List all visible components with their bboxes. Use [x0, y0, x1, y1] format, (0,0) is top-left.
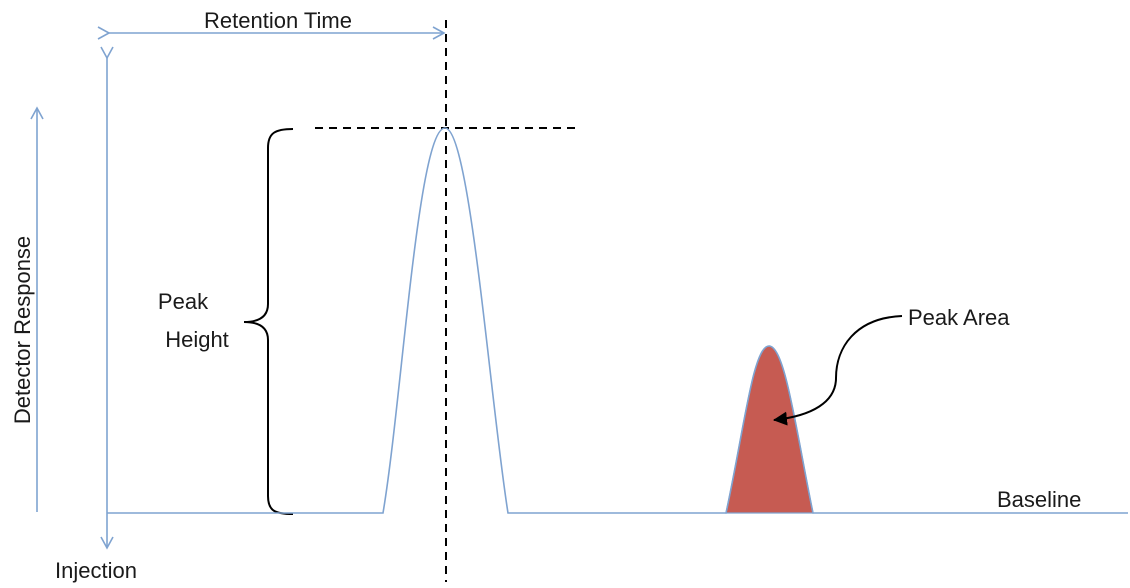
- peak-height-label-line1: Peak: [158, 289, 209, 314]
- peak-height-label-line2: Height: [165, 327, 229, 352]
- injection-label: Injection: [55, 558, 137, 583]
- peak-area-fill: [725, 345, 814, 514]
- peak-height-brace: [243, 128, 294, 515]
- peak-area-pointer: [773, 315, 903, 426]
- detector-response-label: Detector Response: [10, 236, 35, 424]
- peak-area-label: Peak Area: [908, 305, 1010, 330]
- chromatogram-trace: [107, 127, 1128, 514]
- baseline-label: Baseline: [997, 487, 1081, 512]
- retention-time-label: Retention Time: [204, 8, 352, 33]
